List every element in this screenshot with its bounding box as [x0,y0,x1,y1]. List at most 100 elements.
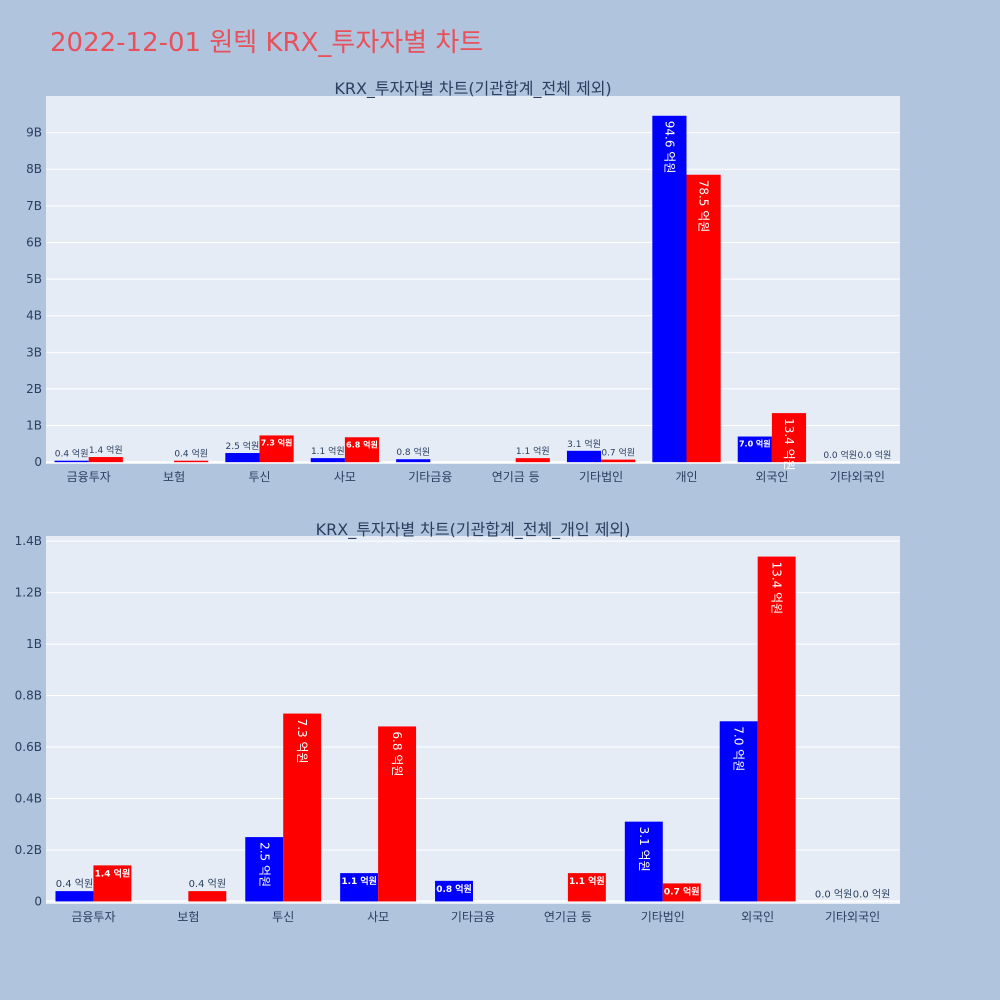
page-title: 2022-12-01 원텍 KRX_투자자별 차트 [50,28,484,58]
bar-series2 [515,458,550,463]
x-tick-label: 사모 [334,470,356,484]
chart-title: KRX_투자자별 차트(기관합계_전체 제외) [334,79,611,99]
bar-series2 [686,174,721,463]
chart-title: KRX_투자자별 차트(기관합계_전체_개인 제외) [316,520,631,540]
y-tick-label: 5B [26,272,42,286]
x-tick-label: 사모 [367,910,389,924]
x-tick-label: 기타법인 [579,470,623,484]
x-tick-label: 기타외국인 [825,910,880,924]
bar-series2 [344,437,380,463]
data-label: 1.1 억원 [569,875,605,887]
x-tick-label: 외국인 [755,470,788,484]
bar-series2 [378,726,417,902]
y-tick-label: 9B [26,126,42,140]
bar-series1 [737,436,772,463]
y-tick-label: 0.2B [15,843,42,857]
y-tick-label: 0.8B [15,689,42,703]
data-label: 0.7 억원 [664,885,700,897]
bar-series2 [601,459,636,463]
y-tick-label: 4B [26,309,42,323]
bar-series1 [54,460,89,463]
data-label: 7.0 억원 [732,726,746,771]
data-label: 3.1 억원 [567,438,601,450]
bar-series2 [259,435,294,463]
y-tick-label: 0.4B [15,791,42,805]
bar-series1 [396,459,431,463]
data-label: 7.3 억원 [295,719,309,764]
data-label: 1.1 억원 [311,445,345,457]
x-tick-label: 투신 [248,470,270,484]
data-label: 0.4 억원 [189,878,226,890]
bar-series1 [719,721,758,902]
bar-series2 [188,891,227,902]
bar-series2 [567,873,606,902]
bar-series2 [93,865,132,902]
bar-series2 [757,556,796,902]
data-label: 6.8 억원 [390,731,404,776]
data-label: 2.5 억원 [226,440,260,452]
x-tick-label: 외국인 [741,910,774,924]
bar-series1 [652,115,687,463]
x-tick-label: 개인 [675,470,697,484]
bar-series2 [771,413,807,463]
y-tick-label: 8B [26,162,42,176]
bar-series1 [566,450,602,463]
data-label: 7.3 억원 [261,437,293,447]
y-tick-label: 1B [26,637,42,651]
y-tick-label: 3B [26,345,42,359]
bar-series1 [55,891,94,902]
data-label: 2.5 억원 [257,842,271,887]
y-tick-label: 0.6B [15,740,42,754]
bar-series1 [624,821,663,902]
data-label: 0.4 억원 [174,448,208,460]
data-label: 1.4 억원 [95,867,131,879]
data-label: 78.5 억원 [697,180,711,233]
bar-series1 [340,873,379,902]
data-label: 7.0 억원 [739,439,771,449]
x-tick-label: 보험 [163,470,185,484]
data-label: 0.0 억원 [815,888,852,900]
y-tick-label: 0 [34,894,42,908]
bar-series2 [174,460,209,463]
x-tick-label: 보험 [177,910,199,924]
bar-series1 [310,458,345,463]
y-tick-label: 2B [26,382,42,396]
y-tick-label: 1.4B [15,534,42,548]
bar-series1 [245,837,284,902]
data-label: 0.4 억원 [55,448,89,460]
y-tick-label: 1B [26,419,42,433]
x-tick-label: 투신 [272,910,294,924]
data-label: 0.7 억원 [601,447,635,459]
data-label: 0.0 억원 [823,449,857,461]
bar-series1 [225,453,260,463]
bar-series2 [662,883,701,902]
y-tick-label: 1.2B [15,586,42,600]
data-label: 13.4 억원 [770,562,784,615]
data-label: 13.4 억원 [782,418,796,471]
data-label: 1.1 억원 [516,445,550,457]
data-label: 1.1 억원 [341,875,377,887]
data-label: 6.8 억원 [346,439,378,449]
x-tick-label: 기타금융 [451,910,495,924]
x-tick-label: 기타금융 [408,470,452,484]
data-label: 0.4 억원 [56,878,93,890]
y-tick-label: 7B [26,199,42,213]
bar-series1 [435,880,473,902]
data-label: 0.0 억원 [853,888,890,900]
data-label: 1.4 억원 [89,444,123,456]
data-label: 0.8 억원 [436,883,472,895]
data-label: 94.6 억원 [662,121,676,174]
bar-series2 [88,457,123,463]
y-tick-label: 6B [26,235,42,249]
x-tick-label: 금융투자 [67,470,111,484]
bar-series2 [283,713,322,902]
x-tick-label: 기타법인 [641,910,685,924]
x-tick-label: 연기금 등 [492,470,540,484]
data-label: 0.0 억원 [858,449,892,461]
data-label: 0.8 억원 [396,446,430,458]
x-tick-label: 연기금 등 [544,910,592,924]
data-label: 3.1 억원 [637,827,651,872]
x-tick-label: 금융투자 [71,910,115,924]
y-tick-label: 0 [34,455,42,469]
